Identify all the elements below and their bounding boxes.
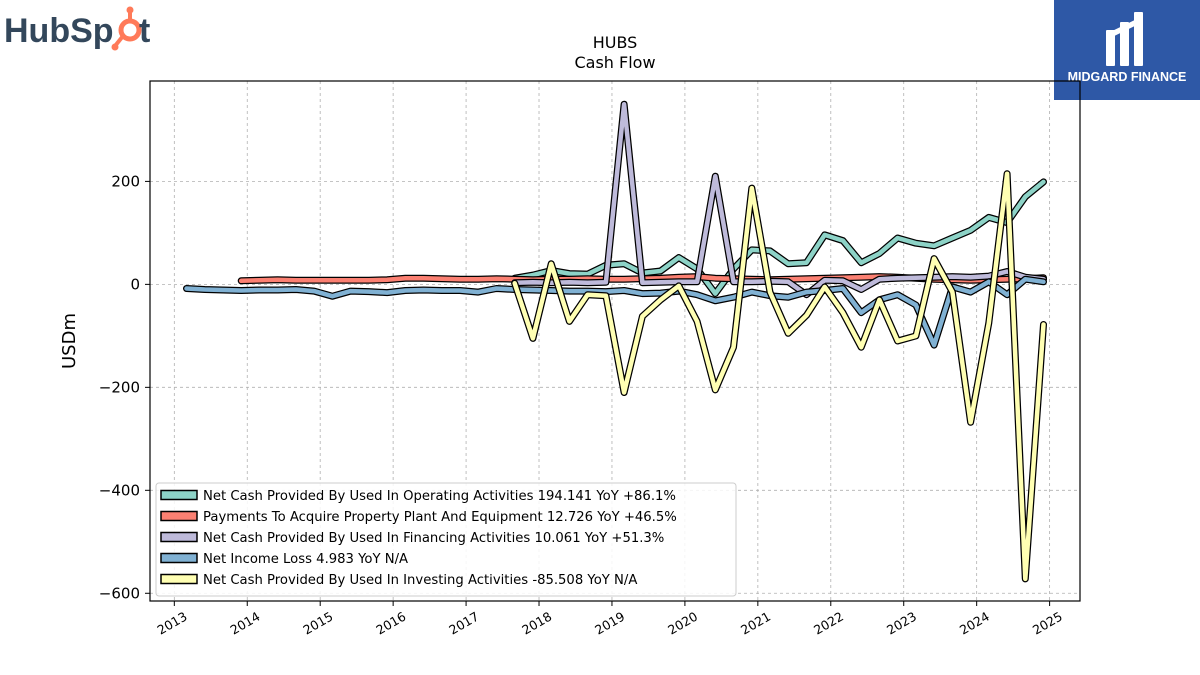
x-tick-label: 2013 xyxy=(155,609,190,638)
series-4-line xyxy=(511,170,1047,583)
hubspot-logo-text: HubSp xyxy=(4,12,114,50)
y-tick-label: −200 xyxy=(99,378,140,396)
y-tick-label: 0 xyxy=(130,275,140,293)
y-tick-label: 200 xyxy=(111,172,140,190)
legend-box xyxy=(155,482,737,597)
legend-label: Net Cash Provided By Used In Investing A… xyxy=(203,573,637,588)
x-tick-label: 2018 xyxy=(519,609,554,638)
legend-swatch xyxy=(160,531,198,543)
x-tick-label: 2022 xyxy=(811,609,846,638)
x-tick-label: 2019 xyxy=(592,609,627,638)
y-tick-label: −600 xyxy=(99,584,140,602)
midgard-logo-text: MIDGARD FINANCE xyxy=(1068,70,1187,84)
x-tick-label: 2025 xyxy=(1030,609,1065,638)
series-2-line xyxy=(511,100,1047,299)
legend-label: Net Income Loss 4.983 YoY N/A xyxy=(203,552,408,567)
legend-swatch xyxy=(160,573,198,585)
legend: Net Cash Provided By Used In Operating A… xyxy=(155,482,737,597)
midgard-mark-icon xyxy=(1106,12,1143,66)
x-tick-label: 2014 xyxy=(227,609,262,638)
chart-title: HUBS xyxy=(593,33,638,52)
y-axis-label: USDm xyxy=(59,313,80,369)
series-0-line xyxy=(511,178,1047,298)
series-lines xyxy=(183,100,1047,583)
legend-swatch xyxy=(160,510,198,522)
x-tick-label: 2021 xyxy=(738,609,773,638)
series-stroke xyxy=(512,101,1046,297)
legend-label: Net Cash Provided By Used In Operating A… xyxy=(203,489,676,504)
series-3-line xyxy=(183,275,1047,349)
svg-text:t: t xyxy=(139,12,150,50)
y-tick-label: −400 xyxy=(99,481,140,499)
series-stroke xyxy=(512,171,1046,582)
chart-subtitle: Cash Flow xyxy=(574,53,655,72)
x-tick-label: 2017 xyxy=(446,609,481,638)
x-tick-label: 2015 xyxy=(300,609,335,638)
legend-swatch xyxy=(160,489,198,501)
y-axis-ticks: 200 0 −200 −400 −600 xyxy=(99,172,150,602)
series-outline xyxy=(511,100,1047,299)
series-stroke xyxy=(184,276,1046,348)
x-tick-label: 2023 xyxy=(884,609,919,638)
midgard-finance-logo: MIDGARD FINANCE xyxy=(1054,0,1200,100)
x-tick-label: 2020 xyxy=(665,609,700,638)
hubspot-logo: HubSp t xyxy=(4,6,164,58)
legend-label: Net Cash Provided By Used In Financing A… xyxy=(203,531,664,546)
plot-area xyxy=(149,80,1081,602)
legend-label: Payments To Acquire Property Plant And E… xyxy=(203,510,677,525)
x-tick-label: 2024 xyxy=(957,609,992,638)
legend-swatch xyxy=(160,552,198,564)
x-tick-label: 2016 xyxy=(373,609,408,638)
x-axis-ticks: 2013 2014 2015 2016 2017 2018 2019 2020 2021 2022… xyxy=(155,601,1065,638)
series-stroke xyxy=(512,179,1046,296)
